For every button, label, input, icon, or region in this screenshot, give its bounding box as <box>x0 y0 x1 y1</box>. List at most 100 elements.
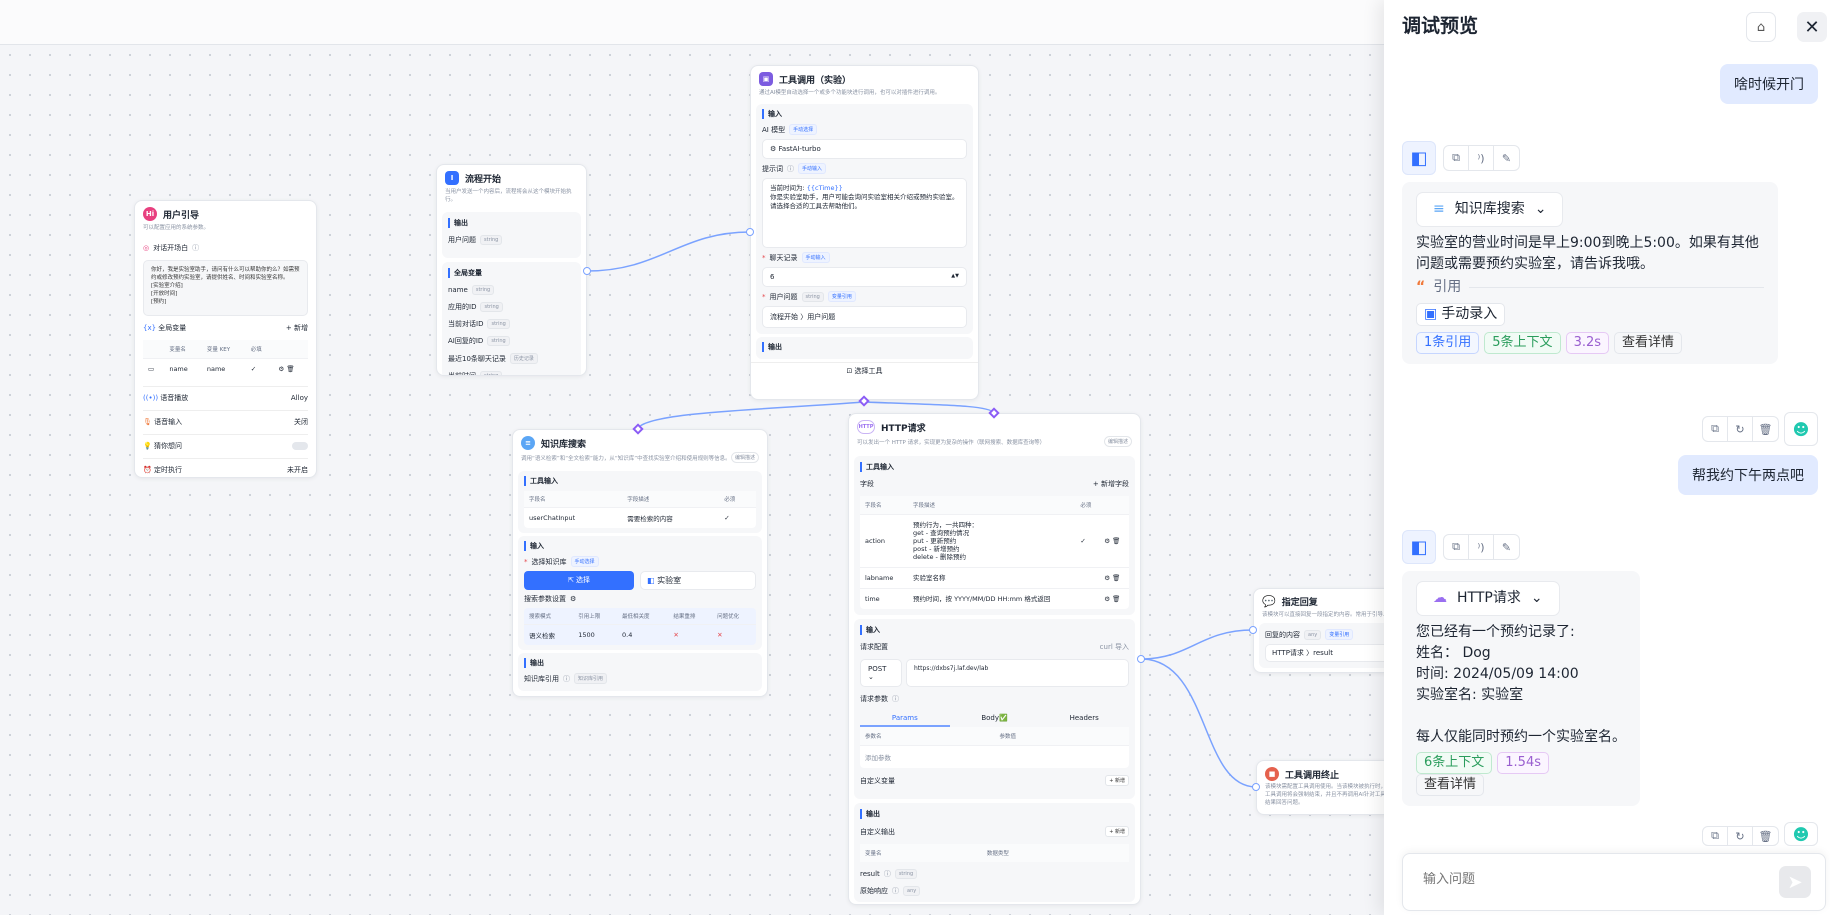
cell: 0.4 <box>617 624 669 645</box>
model-select[interactable]: ⚙ FastAI-turbo <box>762 139 967 159</box>
prompt-var: {{cTime}} <box>806 184 843 192</box>
start-output-handle[interactable] <box>583 267 591 275</box>
stt-value[interactable]: 关闭 <box>294 418 308 426</box>
url-input[interactable]: https://dxbs7j.laf.dev/lab <box>906 659 1129 687</box>
delete-icon[interactable]: 🗑 <box>1112 595 1121 603</box>
delete-icon[interactable]: 🗑 <box>1758 422 1773 436</box>
settings-icon[interactable]: ⚙ <box>570 595 577 603</box>
var-ref-tag[interactable]: 变量引用 <box>1325 629 1354 640</box>
time-pill: 3.2s <box>1565 332 1610 354</box>
manual-select-tag[interactable]: 手动选择 <box>570 556 599 567</box>
tab-params[interactable]: Params <box>860 711 950 727</box>
view-details-button[interactable]: 查看详情 <box>1416 774 1485 796</box>
reply-ref-select[interactable]: HTTP请求 〉result <box>1265 644 1391 662</box>
th: 字段描述 <box>908 496 1076 515</box>
add-var-button[interactable]: + 新增 <box>285 324 308 332</box>
stop-input-handle[interactable] <box>1252 783 1260 791</box>
tool-input-handle[interactable] <box>746 228 754 236</box>
module-dropdown[interactable]: ☁ HTTP请求 ⌄ <box>1416 581 1560 616</box>
th: 必填 <box>245 340 274 359</box>
opening-line: 你好，我是实验室助手，请问有什么可以帮助你的么？如需预约或修改预约实验室，请提供… <box>151 267 300 281</box>
panel-title: 调试预览 <box>1402 15 1479 37</box>
node-tool-call[interactable]: ▣ 工具调用（实验） 通过AI模型自动选择一个或多个功能块进行调用，也可以对插件进… <box>750 65 979 400</box>
tab-body[interactable]: Body✅ <box>981 714 1008 722</box>
edit-icon[interactable]: ✎ <box>1501 540 1512 554</box>
source-chip[interactable]: ▣ 手动录入 <box>1416 303 1506 326</box>
delete-icon[interactable]: 🗑 <box>286 365 295 373</box>
node-reply[interactable]: 💬 指定回复 该模块可以直接回复一段指定的内容。常用于引导、提示 回复的内容 any… <box>1253 588 1403 673</box>
send-button[interactable]: ➤ <box>1779 866 1811 898</box>
settings-icon[interactable]: ⚙ <box>1104 574 1111 582</box>
speak-icon[interactable]: ⁾) <box>1469 146 1494 170</box>
delete-icon[interactable]: 🗑 <box>1758 829 1773 843</box>
edit-desc-button[interactable]: 编辑描述 <box>730 452 759 463</box>
close-button[interactable]: ✕ <box>1797 12 1827 42</box>
add-output-button[interactable]: + 新增 <box>1105 826 1129 837</box>
node-kb-search[interactable]: ≡ 知识库搜索 调用“语义检索”和“全文检索”能力，从“知识库”中查找实验室介绍和… <box>512 429 768 697</box>
retry-icon[interactable]: ↻ <box>1728 417 1753 441</box>
model-value: FastAI-turbo <box>778 145 821 153</box>
add-param-placeholder[interactable]: 添加参数 <box>860 745 1129 768</box>
add-field-button[interactable]: + 新增字段 <box>1092 480 1129 488</box>
question-select[interactable]: 流程开始 〉用户问题 <box>762 306 967 328</box>
settings-icon[interactable]: ⚙ <box>1104 595 1111 603</box>
copy-icon[interactable]: ⧉ <box>1703 827 1728 845</box>
table-row: time 预约时间，按 YYYY/MM/DD HH:mm 格式返回 ⚙ 🗑 <box>860 588 1129 609</box>
table-row: labname 实验室名称 ⚙ 🗑 <box>860 567 1129 589</box>
module-dropdown[interactable]: ≡ 知识库搜索 ⌄ <box>1416 192 1564 227</box>
manual-select-tag[interactable]: 手动选择 <box>789 124 818 135</box>
quote-icon: “ <box>1416 279 1426 295</box>
retry-icon[interactable]: ↻ <box>1728 827 1753 845</box>
method-select[interactable]: POST ⌄ <box>860 659 902 687</box>
settings-icon[interactable]: ⚙ <box>1104 537 1111 545</box>
chat-input[interactable]: ➤ <box>1402 853 1826 911</box>
tab-headers[interactable]: Headers <box>1069 714 1099 722</box>
timer-value[interactable]: 未开启 <box>287 466 308 474</box>
guess-toggle[interactable] <box>292 442 308 450</box>
add-var-button[interactable]: + 新增 <box>1105 775 1129 786</box>
tts-value[interactable]: Alloy <box>290 394 308 402</box>
x-icon: ✕ <box>712 624 756 645</box>
node-tool-stop[interactable]: ■ 工具调用终止 该模块需配置工具调用使用。当该模块被执行时， 工具调用将会强制结束… <box>1256 760 1396 815</box>
field-name: action <box>860 514 908 568</box>
var-name: 当前对话ID <box>448 320 484 328</box>
speak-icon[interactable]: ⁾) <box>1469 535 1494 559</box>
ai-text: 每人仅能同时预约一个实验室名。 <box>1416 729 1626 745</box>
copy-icon[interactable]: ⧉ <box>1703 417 1728 441</box>
search-settings-label: 搜索参数设置 <box>524 595 566 603</box>
view-details-button[interactable]: 查看详情 <box>1614 332 1683 354</box>
node-desc: 该模块可以直接回复一段指定的内容。常用于引导、提示 <box>1262 612 1400 618</box>
history-stepper[interactable]: 6 ▲▼ <box>762 267 967 287</box>
curl-import-button[interactable]: curl 导入 <box>1099 643 1129 651</box>
node-http[interactable]: HTTP HTTP请求 可以发出一个 HTTP 请求，实现更为复杂的操作（联网搜索… <box>848 413 1141 905</box>
node-flow-start[interactable]: I 流程开始 当用户发送一个内容后，流程将会从这个模块开始执行。 输出 用户问题 st… <box>436 164 587 376</box>
http-output-handle[interactable] <box>1137 655 1145 663</box>
settings-icon[interactable]: ⚙ <box>278 365 285 373</box>
select-kb-button[interactable]: ⇱ 选择 <box>524 571 634 590</box>
copy-icon[interactable]: ⧉ <box>1444 146 1469 170</box>
edit-desc-button[interactable]: 编辑描述 <box>1103 436 1132 447</box>
global-var-row: 当前对话ID string <box>448 319 575 329</box>
context-pill[interactable]: 5条上下文 <box>1484 332 1561 354</box>
clear-chat-button[interactable]: ⌂ <box>1746 12 1776 42</box>
var-ref-tag[interactable]: 变量引用 <box>827 291 856 302</box>
select-label: 选择 <box>576 576 591 584</box>
prompt-textarea[interactable]: 当前时间为: {{cTime}} 你是实验室助手，用户可能会询问实验室相关介绍或预… <box>762 178 967 248</box>
manual-input-tag[interactable]: 手动输入 <box>801 252 830 263</box>
quote-count-pill[interactable]: 1条引用 <box>1416 332 1480 354</box>
select-tool-label[interactable]: 选择工具 <box>854 367 883 375</box>
reply-input-handle[interactable] <box>1249 626 1257 634</box>
context-pill[interactable]: 6条上下文 <box>1416 752 1493 774</box>
method-value: POST <box>868 665 887 673</box>
edit-icon[interactable]: ✎ <box>1501 151 1512 165</box>
node-user-guide[interactable]: Hi 用户引导 可以配置应用的系统参数。 ◎ 对话开场白 ⓘ 你好，我是实验室助手，请… <box>134 200 317 478</box>
opening-textarea[interactable]: 你好，我是实验室助手，请问有什么可以帮助你的么？如需预约或修改预约实验室，请提供… <box>143 260 308 316</box>
ai-text: 姓名： Dog <box>1416 645 1491 661</box>
delete-icon[interactable]: 🗑 <box>1112 574 1121 582</box>
delete-icon[interactable]: 🗑 <box>1112 537 1121 545</box>
kb-chip[interactable]: ◧ 实验室 <box>640 571 756 590</box>
manual-input-tag[interactable]: 手动输入 <box>798 163 827 174</box>
x-icon: ✕ <box>668 624 713 645</box>
copy-icon[interactable]: ⧉ <box>1444 535 1469 559</box>
question-input[interactable] <box>1423 872 1743 887</box>
